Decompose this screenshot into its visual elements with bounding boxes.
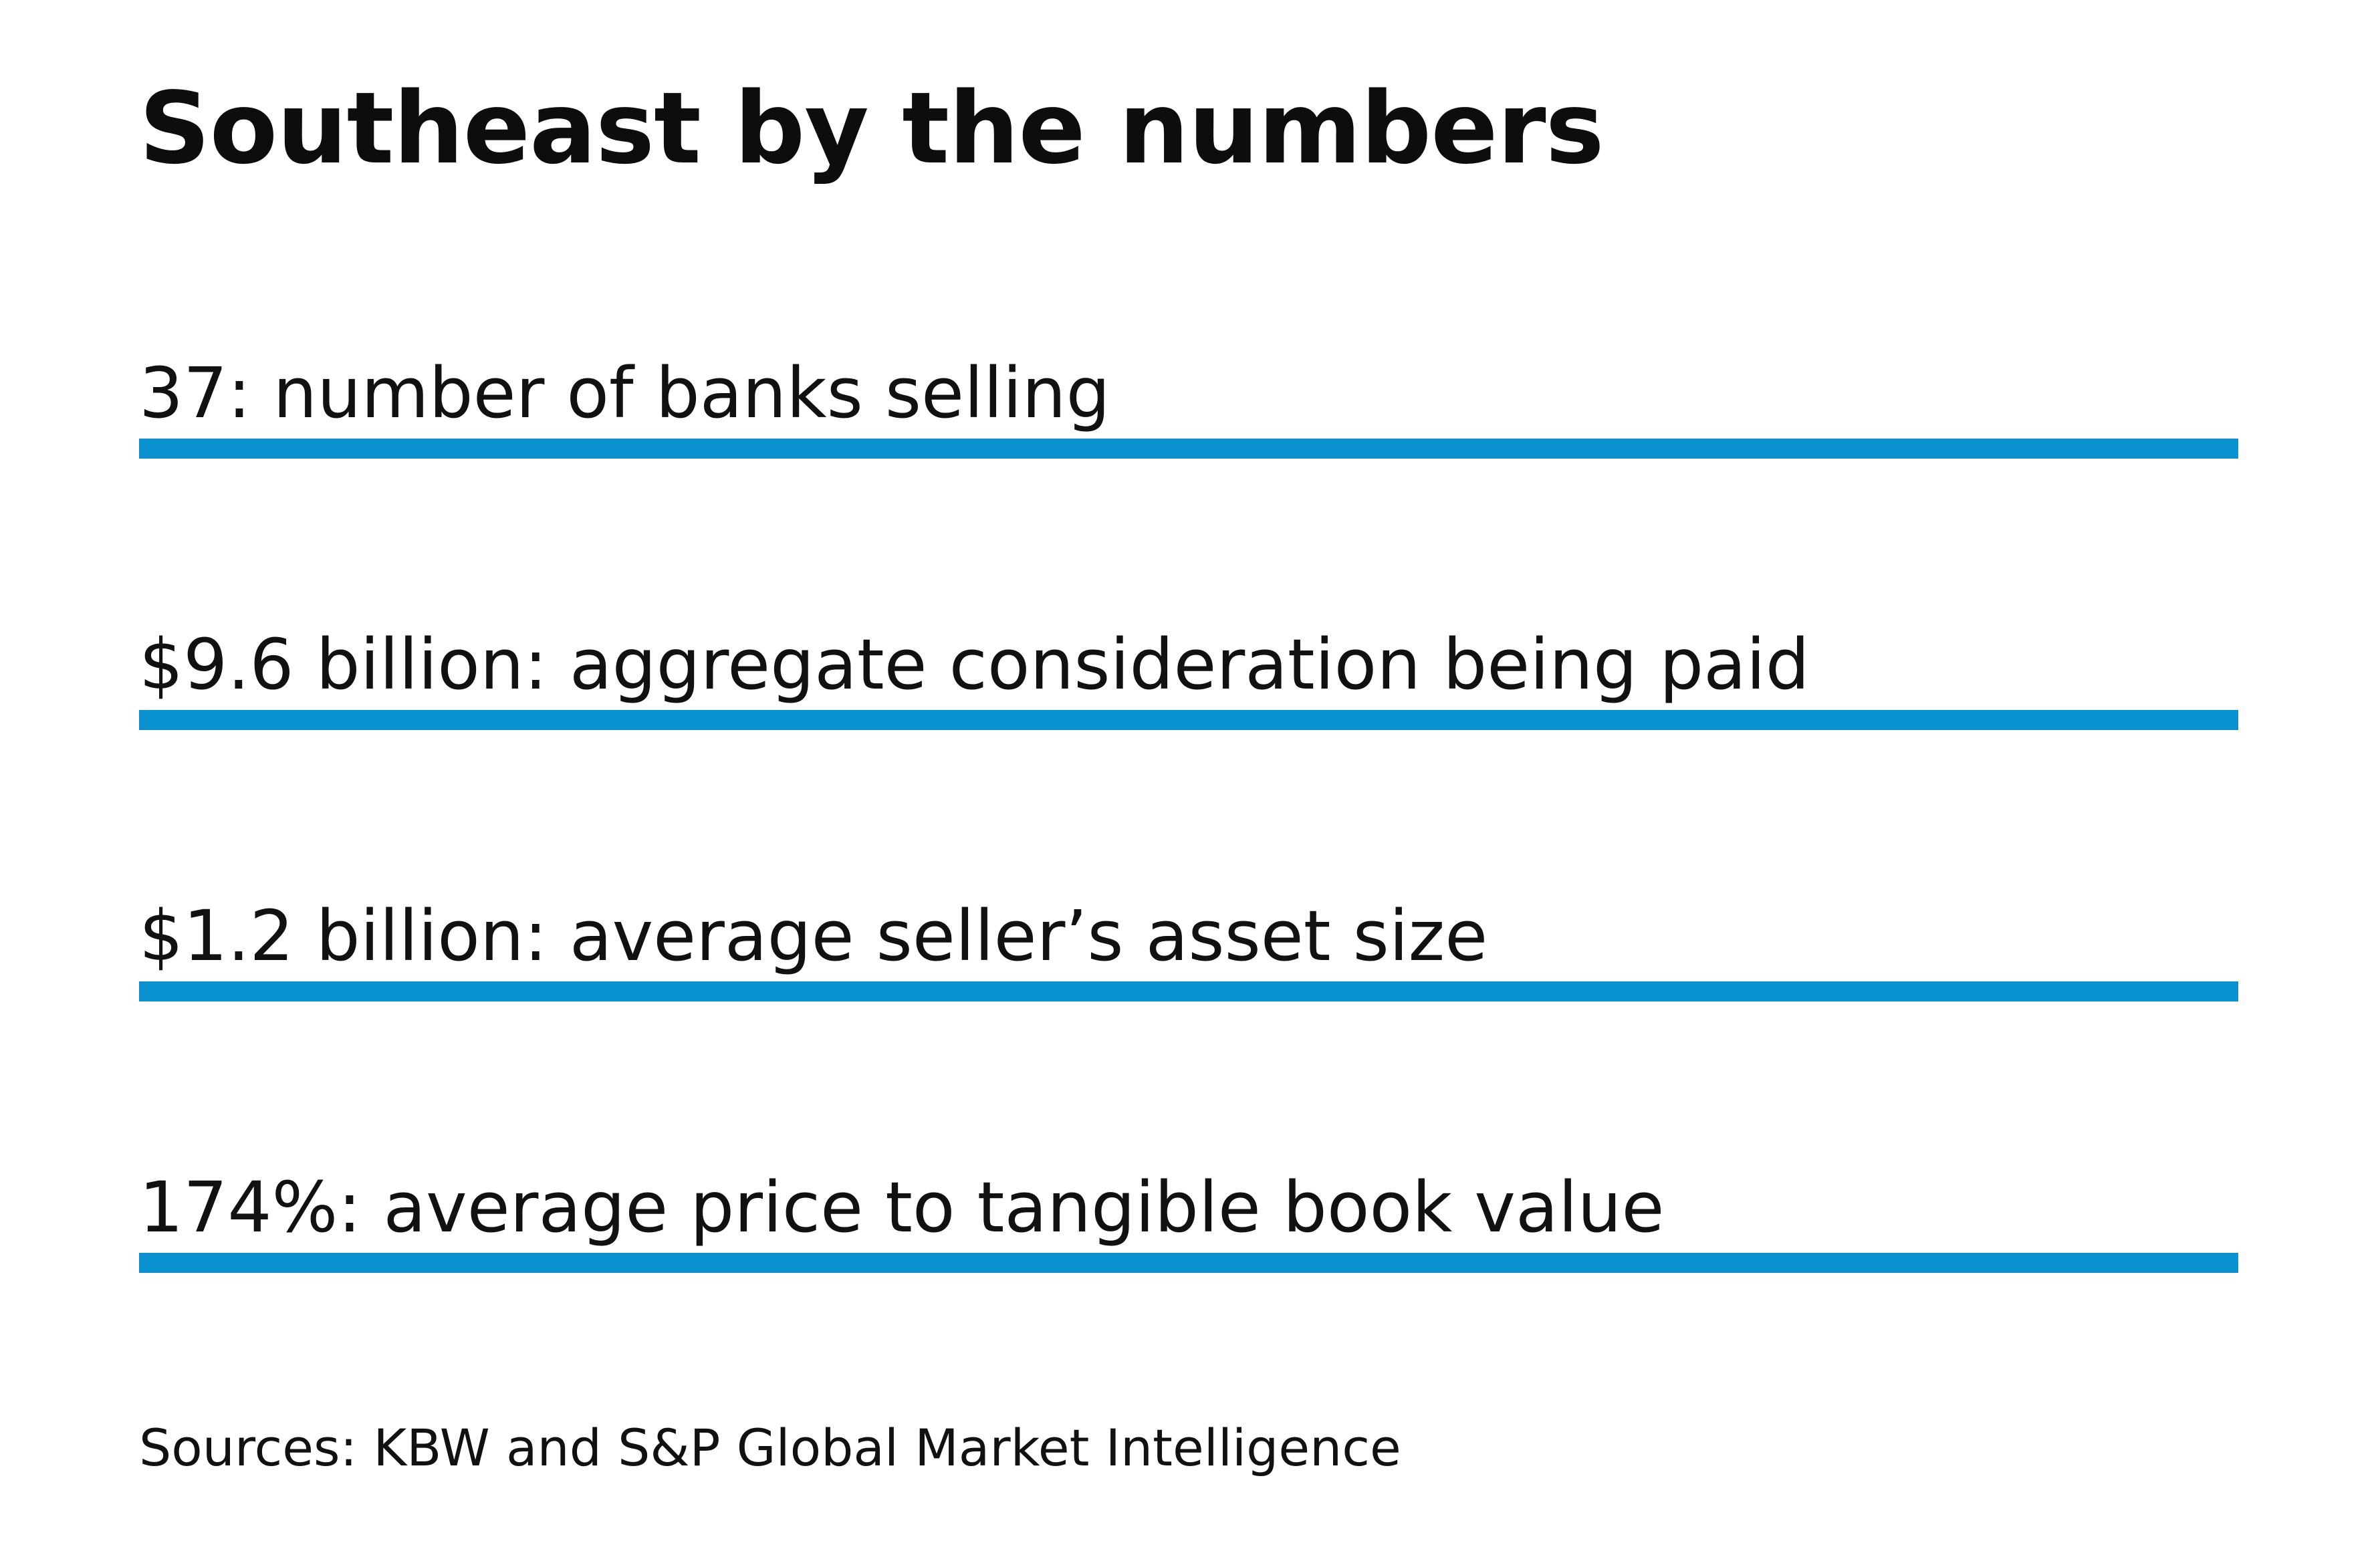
stat-item-banks-selling: 37: number of banks selling <box>139 352 2238 459</box>
stat-item-price-to-tangible-book: 174%: average price to tangible book val… <box>139 1166 2238 1273</box>
stat-divider-bar <box>139 439 2238 459</box>
stat-label: 37: number of banks selling <box>139 352 1110 434</box>
page-title: Southeast by the numbers <box>139 71 1604 186</box>
source-note: Sources: KBW and S&P Global Market Intel… <box>139 1418 1401 1477</box>
stat-label: $9.6 billion: aggregate consideration be… <box>139 624 1810 705</box>
stat-label: $1.2 billion: average seller’s asset siz… <box>139 895 1488 977</box>
stat-divider-bar <box>139 710 2238 730</box>
stat-item-aggregate-consideration: $9.6 billion: aggregate consideration be… <box>139 623 2238 730</box>
stat-label: 174%: average price to tangible book val… <box>139 1167 1665 1248</box>
stat-divider-bar <box>139 981 2238 1001</box>
stat-item-average-asset-size: $1.2 billion: average seller’s asset siz… <box>139 894 2238 1001</box>
stat-divider-bar <box>139 1253 2238 1273</box>
